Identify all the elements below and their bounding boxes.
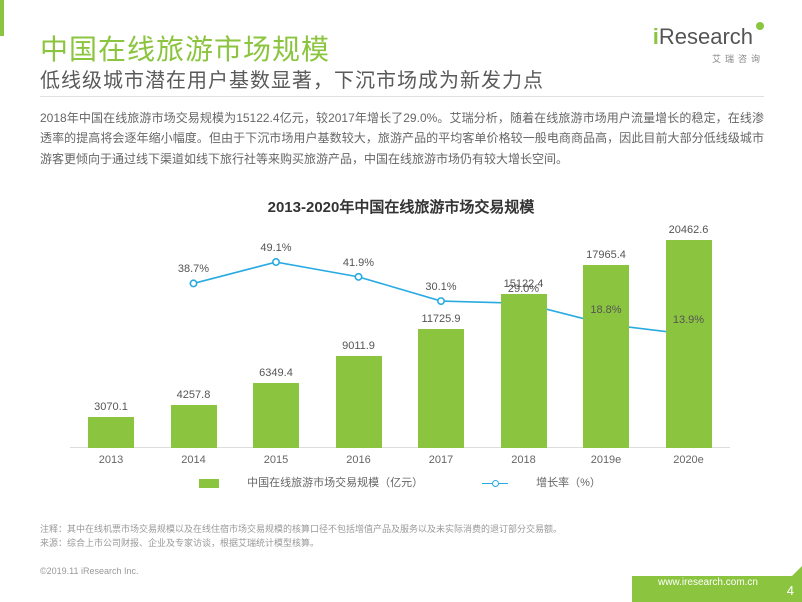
legend: 中国在线旅游市场交易规模（亿元） 增长率（%） [70, 474, 730, 490]
x-tick-label: 2019e [566, 454, 646, 466]
footer-corner [766, 566, 802, 602]
x-tick-label: 2020e [649, 454, 729, 466]
x-tick-label: 2015 [236, 454, 316, 466]
divider [40, 96, 764, 97]
copyright: ©2019.11 iResearch Inc. [40, 566, 139, 576]
bar-value-label: 3070.1 [71, 401, 151, 413]
page-number: 4 [787, 583, 794, 598]
chart-area: 3070.14257.86349.49011.911725.915122.417… [70, 224, 730, 484]
bar-value-label: 4257.8 [154, 389, 234, 401]
accent-bar [0, 0, 4, 36]
bar-value-label: 11725.9 [401, 313, 481, 325]
bar-value-label: 9011.9 [319, 340, 399, 352]
x-tick-label: 2014 [154, 454, 234, 466]
logo: iResearch 艾瑞咨询 [653, 22, 764, 65]
footnote: 注释：其中在线机票市场交易规模以及在线住宿市场交易规模的核算口径不包括增值产品及… [40, 523, 562, 550]
x-tick-label: 2016 [319, 454, 399, 466]
chart-title: 2013-2020年中国在线旅游市场交易规模 [0, 196, 802, 217]
bar [666, 240, 712, 448]
line-value-label: 29.0% [494, 283, 554, 295]
x-tick-label: 2017 [401, 454, 481, 466]
bar [88, 417, 134, 448]
legend-bar: 中国在线旅游市场交易规模（亿元） [185, 477, 437, 489]
bar [253, 383, 299, 448]
line-value-label: 30.1% [411, 281, 471, 293]
bar-value-label: 17965.4 [566, 249, 646, 261]
line-value-label: 13.9% [659, 314, 719, 326]
bar-value-label: 6349.4 [236, 367, 316, 379]
logo-cn: 艾瑞咨询 [653, 52, 764, 65]
site-url: www.iresearch.com.cn [658, 577, 758, 588]
plot: 3070.14257.86349.49011.911725.915122.417… [70, 224, 730, 448]
logo-text: iResearch [653, 22, 764, 50]
x-tick-label: 2018 [484, 454, 564, 466]
bar [583, 265, 629, 448]
x-tick-label: 2013 [71, 454, 151, 466]
bar-value-label: 20462.6 [649, 224, 729, 236]
bar [418, 329, 464, 448]
line-value-label: 38.7% [164, 263, 224, 275]
legend-line: 增长率（%） [468, 477, 615, 489]
bar [501, 294, 547, 448]
line-value-label: 49.1% [246, 242, 306, 254]
bar [171, 405, 217, 448]
page-title: 中国在线旅游市场规模 [40, 28, 330, 68]
line-value-label: 41.9% [329, 257, 389, 269]
bar [336, 356, 382, 448]
page-subtitle: 低线级城市潜在用户基数显著，下沉市场成为新发力点 [40, 64, 544, 93]
body-paragraph: 2018年中国在线旅游市场交易规模为15122.4亿元，较2017年增长了29.… [40, 108, 764, 169]
line-value-label: 18.8% [576, 304, 636, 316]
